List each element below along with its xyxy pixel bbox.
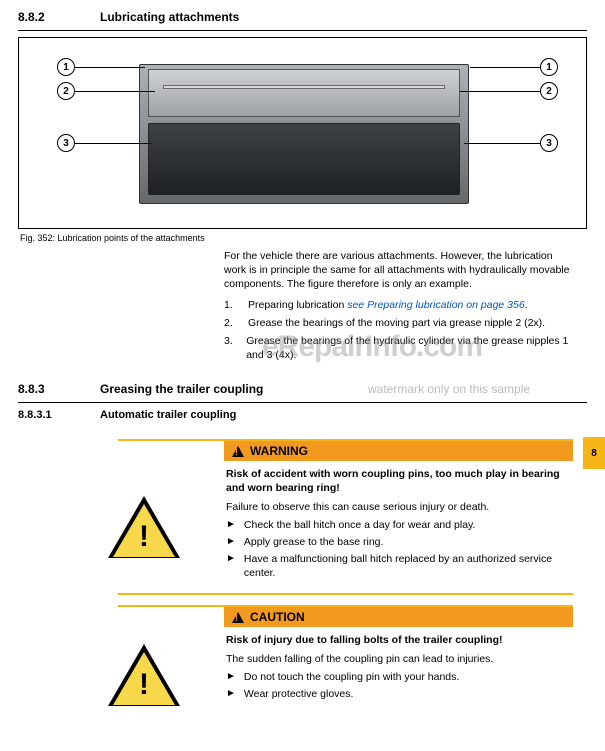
step-1: 1. Preparing lubrication see Preparing l… — [224, 298, 573, 312]
bullet-arrow-icon: ► — [226, 552, 236, 580]
step-text: Preparing lubrication see Preparing lubr… — [248, 298, 528, 312]
warning-bullet: Check the ball hitch once a day for wear… — [244, 518, 476, 532]
caution-bullet: Do not touch the coupling pin with your … — [244, 670, 459, 684]
warning-triangle-icon: ! — [108, 496, 180, 558]
callout-3-right: 3 — [540, 134, 558, 152]
caution-triangle-icon: ! — [108, 644, 180, 706]
attachment-illustration — [139, 64, 469, 204]
caution-label: CAUTION — [250, 610, 305, 624]
warning-small-icon — [232, 446, 244, 457]
caution-headline: Risk of injury due to falling bolts of t… — [226, 633, 571, 647]
subsection-title: Automatic trailer coupling — [100, 409, 236, 421]
warning-label: WARNING — [250, 444, 308, 458]
caution-small-icon — [232, 612, 244, 623]
attachment-top — [148, 69, 460, 117]
attachment-body — [148, 123, 460, 195]
callout-2-left: 2 — [57, 82, 75, 100]
step-text: Grease the bearings of the moving part v… — [248, 316, 545, 330]
watermark-logo: eRepairInfo.com — [262, 330, 482, 364]
bullet-arrow-icon: ► — [226, 535, 236, 549]
attachment-rod — [163, 85, 445, 89]
warning-body: Risk of accident with worn coupling pins… — [224, 461, 573, 587]
section-number: 8.8.3 — [18, 382, 78, 396]
section-title: Lubricating attachments — [100, 10, 239, 24]
chapter-tab-8: 8 — [583, 437, 605, 469]
step-text-a: Preparing lubrication — [248, 299, 347, 311]
step-number: 3. — [224, 334, 236, 362]
subsection-number: 8.8.3.1 — [18, 409, 78, 421]
divider — [18, 30, 587, 31]
section-8-8-3-1-header: 8.8.3.1 Automatic trailer coupling — [18, 409, 587, 421]
caution-bullet: Wear protective gloves. — [244, 687, 354, 701]
bullet-arrow-icon: ► — [226, 670, 236, 684]
bullet-arrow-icon: ► — [226, 687, 236, 701]
section-number: 8.8.2 — [18, 10, 78, 24]
callout-1-left: 1 — [57, 58, 75, 76]
leader-line — [470, 67, 540, 68]
step-number: 2. — [224, 316, 238, 330]
callout-2-right: 2 — [540, 82, 558, 100]
leader-line — [75, 91, 155, 92]
caution-bullets: ► Do not touch the coupling pin with your… — [226, 670, 571, 701]
divider — [18, 402, 587, 403]
caution-block: CAUTION Risk of injury due to falling bo… — [118, 605, 573, 708]
warning-bullets: ► Check the ball hitch once a day for wea… — [226, 518, 571, 581]
warning-block: WARNING Risk of accident with worn coupl… — [118, 439, 573, 595]
watermark-note: watermark only on this sample — [368, 382, 530, 396]
callout-1-right: 1 — [540, 58, 558, 76]
warning-headline: Risk of accident with worn coupling pins… — [226, 467, 571, 495]
warning-line: Failure to observe this can cause seriou… — [226, 500, 571, 514]
step-2: 2. Grease the bearings of the moving par… — [224, 316, 573, 330]
alert-bottom-rule — [118, 593, 573, 595]
caution-header: CAUTION — [224, 607, 573, 627]
leader-line — [464, 143, 540, 144]
figure-caption: Fig. 352: Lubrication points of the atta… — [20, 233, 587, 243]
section-title: Greasing the trailer coupling — [100, 382, 263, 396]
intro-paragraph: For the vehicle there are various attach… — [224, 249, 573, 292]
warning-bullet: Have a malfunctioning ball hitch replace… — [244, 552, 571, 580]
leader-line — [75, 67, 145, 68]
leader-line — [460, 91, 540, 92]
warning-bullet: Apply grease to the base ring. — [244, 535, 384, 549]
warning-header: WARNING — [224, 441, 573, 461]
caution-line: The sudden falling of the coupling pin c… — [226, 652, 571, 666]
figure-352: 1 2 3 1 2 3 — [18, 37, 587, 229]
bullet-arrow-icon: ► — [226, 518, 236, 532]
step-text-b: . — [525, 299, 528, 311]
callout-3-left: 3 — [57, 134, 75, 152]
preparing-lubrication-link[interactable]: see Preparing lubrication on page 356 — [347, 299, 524, 311]
caution-body: Risk of injury due to falling bolts of t… — [224, 627, 573, 708]
step-number: 1. — [224, 298, 238, 312]
section-8-8-2-header: 8.8.2 Lubricating attachments — [18, 10, 587, 24]
leader-line — [75, 143, 151, 144]
